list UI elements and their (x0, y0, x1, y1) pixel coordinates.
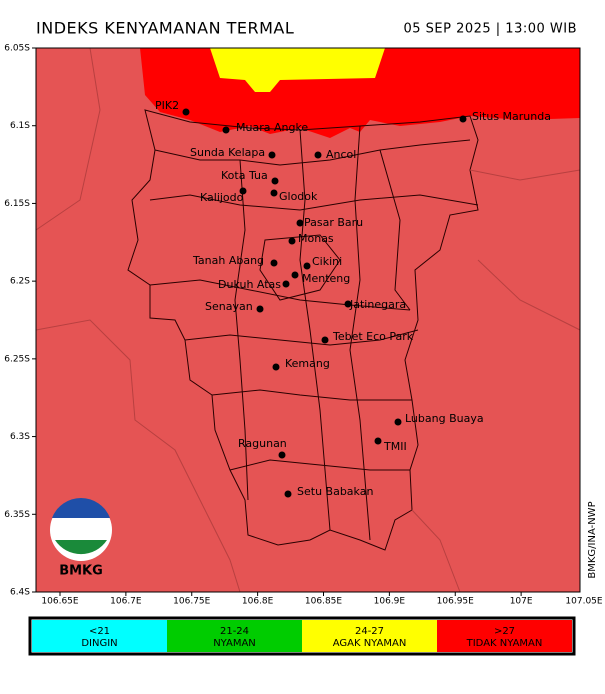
place-marker (268, 151, 276, 159)
lat-tick-label: 6.4S (10, 588, 30, 598)
place-marker (296, 219, 304, 227)
place-label: TMII (383, 440, 407, 453)
logo-sky (52, 497, 110, 518)
lat-tick-label: 6.35S (4, 510, 30, 520)
place-label: Ancol (326, 148, 356, 161)
outer-borders (35, 47, 581, 593)
legend-swatch (32, 620, 167, 652)
place-marker (459, 115, 467, 123)
logo-text: BMKG (59, 564, 103, 579)
place-label: Tebet Eco Park (332, 330, 414, 343)
place-label: Ragunan (238, 437, 287, 450)
district-borders (127, 109, 479, 551)
legend-label: AGAK NYAMAN (333, 638, 407, 649)
place-label: Situs Marunda (472, 110, 551, 123)
lat-tick-label: 6.2S (10, 277, 30, 287)
legend-range: <21 (89, 626, 110, 637)
place-label: Setu Babakan (297, 485, 373, 498)
credit: BMKG/INA-NWP (587, 501, 598, 578)
place-marker (374, 437, 382, 445)
lat-tick-label: 6.1S (10, 121, 30, 131)
place-label: PIK2 (155, 99, 179, 112)
lon-tick-label: 106.85E (305, 597, 342, 607)
lon-tick-label: 107.05E (565, 597, 602, 607)
place-marker (303, 262, 311, 270)
place-marker (282, 280, 290, 288)
place-marker (272, 363, 280, 371)
place-label: Sunda Kelapa (190, 146, 265, 159)
place-marker (314, 151, 322, 159)
lon-tick-label: 106.9E (374, 597, 406, 607)
lat-tick-label: 6.05S (4, 44, 30, 54)
place-label: Kemang (285, 357, 330, 370)
place-marker (270, 189, 278, 197)
place-marker (271, 177, 279, 185)
map: BMKG BMKG/INA-NWP (35, 47, 598, 593)
legend-label: DINGIN (81, 638, 117, 649)
lon-tick-label: 106.65E (41, 597, 78, 607)
place-label: Monas (298, 232, 334, 245)
place-label: Kota Tua (221, 169, 268, 182)
legend-swatch (167, 620, 302, 652)
legend-range: >27 (494, 626, 515, 637)
place-marker (222, 126, 230, 134)
place-marker (239, 187, 247, 195)
place-marker (284, 490, 292, 498)
logo-land (55, 540, 107, 555)
place-marker (291, 271, 299, 279)
place-label: Kalijodo (200, 191, 244, 204)
place-label: Pasar Baru (304, 216, 363, 229)
lat-tick-label: 6.25S (4, 354, 30, 364)
lon-tick-label: 107E (510, 597, 533, 607)
place-label: Senayan (205, 300, 253, 313)
place-label: Cikini (312, 255, 342, 268)
place-marker (321, 336, 329, 344)
lon-tick-label: 106.8E (242, 597, 274, 607)
legend-label: NYAMAN (213, 638, 256, 649)
legend-frame (28, 616, 576, 656)
place-label: Lubang Buaya (405, 412, 484, 425)
lat-tick-label: 6.3S (10, 432, 30, 442)
place-label: Glodok (279, 190, 318, 203)
place-marker (288, 237, 296, 245)
map-frame (35, 47, 581, 593)
warm-zone (210, 48, 385, 92)
lat-tick-label: 6.15S (4, 199, 30, 209)
place-marker (182, 108, 190, 116)
lon-tick-label: 106.7E (110, 597, 142, 607)
place-marker (278, 451, 286, 459)
lon-tick-label: 106.75E (173, 597, 210, 607)
place-label: Menteng (302, 272, 350, 285)
place-marker (344, 300, 352, 308)
place-label: Jatinegara (349, 298, 406, 311)
place-label: Muara Angke (236, 121, 308, 134)
place-label: Tanah Abang (192, 254, 264, 267)
place-label: Dukuh Atas (218, 278, 281, 291)
legend-swatch (302, 620, 437, 652)
place-marker (256, 305, 264, 313)
legend-range: 21-24 (220, 626, 249, 637)
legend-label: TIDAK NYAMAN (466, 638, 543, 649)
background-zone (36, 48, 580, 592)
lon-tick-label: 106.95E (437, 597, 474, 607)
place-marker (270, 259, 278, 267)
date: 05 SEP 2025 | 13:00 WIB (403, 22, 577, 37)
logo: BMKG (50, 497, 112, 579)
place-marker (394, 418, 402, 426)
legend-range: 24-27 (355, 626, 384, 637)
legend-swatch (437, 620, 572, 652)
title: INDEKS KENYAMANAN TERMAL (36, 19, 294, 38)
